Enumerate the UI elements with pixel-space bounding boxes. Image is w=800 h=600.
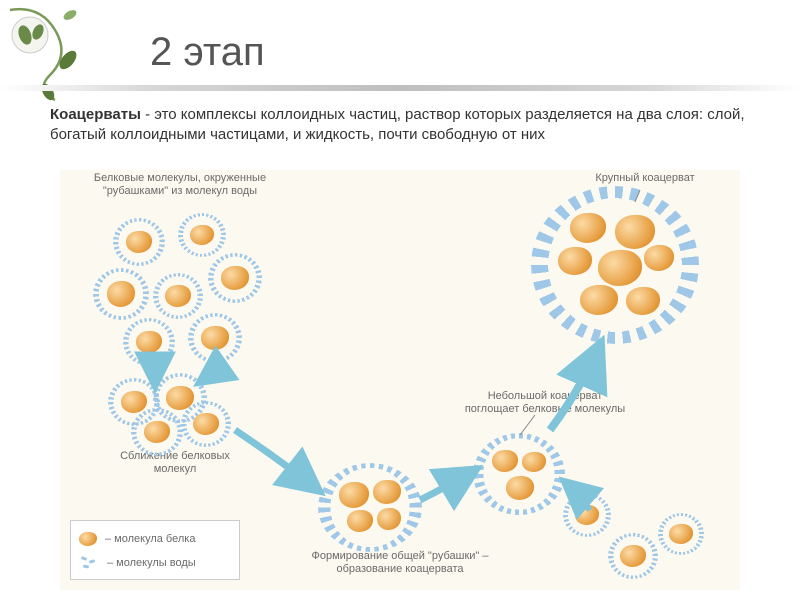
description-rest: - это комплексы коллоидных частиц, раств… [50,106,745,143]
coacervate-diagram: Белковые молекулы, окруженные "рубашками… [60,170,740,590]
term-bold: Коацерваты [50,106,141,123]
legend-protein: – молекула белка [79,527,231,551]
water-icon [79,556,99,570]
page-title: 2 этап [150,30,265,75]
legend-water: – молекулы воды [79,551,231,575]
legend-box: – молекула белка – молекулы воды [70,520,240,580]
title-underline [0,85,800,91]
protein-icon [79,532,97,546]
description-text: Коацерваты - это комплексы коллоидных ча… [50,105,750,146]
legend-protein-label: – молекула белка [105,533,195,545]
legend-water-label: – молекулы воды [107,557,196,569]
decorative-vine [0,0,140,120]
